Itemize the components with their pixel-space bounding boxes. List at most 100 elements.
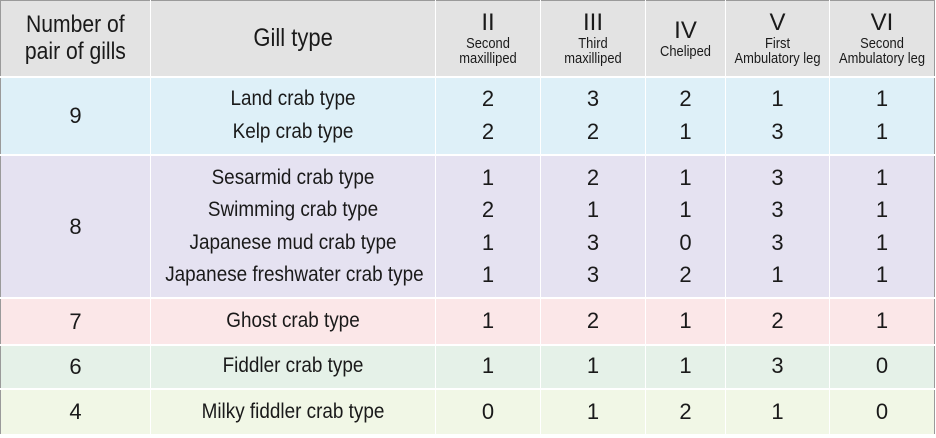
gill-count-value: 2 [586,164,600,190]
header-row: Number of pair of gills Gill type II Seco… [0,0,935,78]
gill-count-value: 1 [875,164,889,190]
roman-numeral: III [582,9,603,37]
gill-count-cell: 1 [645,344,726,390]
column-sub-label: maxilliped [564,50,622,68]
gill-count-cell: 0 [435,388,541,437]
group-row-4-pairs: 4 Milky fiddler crab type 0 1 2 1 0 [0,388,935,437]
gill-type-name: Ghost crab type [226,309,360,333]
column-sub-label: Second [466,35,510,53]
gill-count-value: 1 [481,308,495,334]
gill-count-value: 1 [481,164,495,190]
gill-count-value: 1 [771,262,784,288]
gill-type-header-label: Gill type [253,23,333,52]
gill-count-value: 3 [586,86,600,112]
gill-count-value: 2 [771,308,784,334]
gill-count-cell: 1 [540,388,646,437]
group-row-8-pairs: 8 Sesarmid crab type Swimming crab type Jap… [0,154,935,300]
column-sub-label: Ambulatory leg [838,50,926,68]
gill-count-value: 1 [586,197,600,223]
roman-numeral: II [481,9,495,37]
gill-type-name: Swimming crab type [207,198,379,222]
gill-count-cell: 1 [829,298,935,346]
gill-count-value: 2 [586,308,600,334]
column-header-second-ambulatory-leg: VI Second Ambulatory leg [829,0,935,78]
column-sub-label: Cheliped [660,42,711,60]
pairs-count-cell: 7 [0,298,151,346]
gill-count-cell: 1 1 0 2 [645,154,726,300]
gill-count-cell: 3 3 3 1 [725,154,830,300]
gill-count-value: 2 [586,118,600,144]
gill-count-cell: 1 [435,298,541,346]
gill-count-cell: 0 [829,344,935,390]
gill-count-cell: 1 1 1 1 [829,154,935,300]
gill-type-name: Kelp crab type [232,119,354,143]
gill-type-cell: Land crab type Kelp crab type [150,76,436,156]
gill-count-value: 1 [586,398,600,424]
gill-count-value: 2 [481,197,495,223]
gill-count-value: 0 [481,398,495,424]
gill-count-value: 3 [771,229,784,255]
pairs-header-line-1: Number of [26,11,125,39]
gill-count-cell: 1 [435,344,541,390]
column-header-third-maxilliped: III Third maxilliped [540,0,646,78]
gill-type-cell: Milky fiddler crab type [150,388,436,437]
pairs-count-cell: 8 [0,154,151,300]
gill-count-value: 3 [771,197,784,223]
gill-count-value: 3 [586,229,600,255]
gill-count-value: 1 [481,229,495,255]
roman-numeral: IV [674,16,697,44]
gill-count-cell: 0 [829,388,935,437]
gill-type-cell: Ghost crab type [150,298,436,346]
gill-type-name: Japanese mud crab type [189,230,397,254]
gill-count-value: 2 [679,398,692,424]
gill-type-name: Japanese freshwater crab type [165,263,424,287]
gill-count-value: 1 [875,308,889,334]
gill-count-value: 1 [875,86,889,112]
pairs-header-line-2: pair of gills [25,38,126,66]
gill-count-value: 1 [679,164,692,190]
gill-type-name: Fiddler crab type [222,354,364,378]
gill-count-value: 1 [481,353,495,379]
gill-count-cell: 2 [725,298,830,346]
column-sub-label: Ambulatory leg [734,50,821,68]
gill-count-value: 3 [771,164,784,190]
roman-numeral: VI [870,9,894,37]
table-body: 9 Land crab type Kelp crab type 2 2 3 2 2 1 1 3 1 1 8… [0,76,935,437]
gill-type-cell: Sesarmid crab type Swimming crab type Japa… [150,154,436,300]
gill-count-value: 2 [679,262,692,288]
gill-count-value: 1 [679,308,692,334]
gill-count-value: 1 [586,353,600,379]
gill-type-name: Milky fiddler crab type [201,399,385,423]
gill-count-cell: 1 [540,344,646,390]
column-header-second-maxilliped: II Second maxilliped [435,0,541,78]
gill-count-cell: 1 2 1 1 [435,154,541,300]
group-row-6-pairs: 6 Fiddler crab type 1 1 1 3 0 [0,344,935,390]
gill-count-cell: 1 [725,388,830,437]
gill-count-value: 3 [771,118,784,144]
gill-type-column-header: Gill type [150,0,436,78]
column-header-cheliped: IV Cheliped [645,0,726,78]
column-sub-label: Third [578,35,608,53]
gill-count-value: 0 [679,229,692,255]
gill-count-value: 1 [679,118,692,144]
gill-count-value: 3 [586,262,600,288]
gill-count-value: 1 [875,229,889,255]
gill-count-cell: 2 [540,298,646,346]
pairs-column-header: Number of pair of gills [0,0,151,78]
gill-count-value: 1 [875,118,889,144]
gill-count-value: 3 [771,353,784,379]
gill-count-value: 1 [771,398,784,424]
gill-count-value: 2 [481,118,495,144]
gill-count-value: 0 [875,353,889,379]
column-header-first-ambulatory-leg: V First Ambulatory leg [725,0,830,78]
pairs-count-cell: 4 [0,388,151,437]
gill-count-value: 0 [875,398,889,424]
column-sub-label: maxilliped [459,50,517,68]
gill-type-cell: Fiddler crab type [150,344,436,390]
gill-count-value: 1 [679,197,692,223]
